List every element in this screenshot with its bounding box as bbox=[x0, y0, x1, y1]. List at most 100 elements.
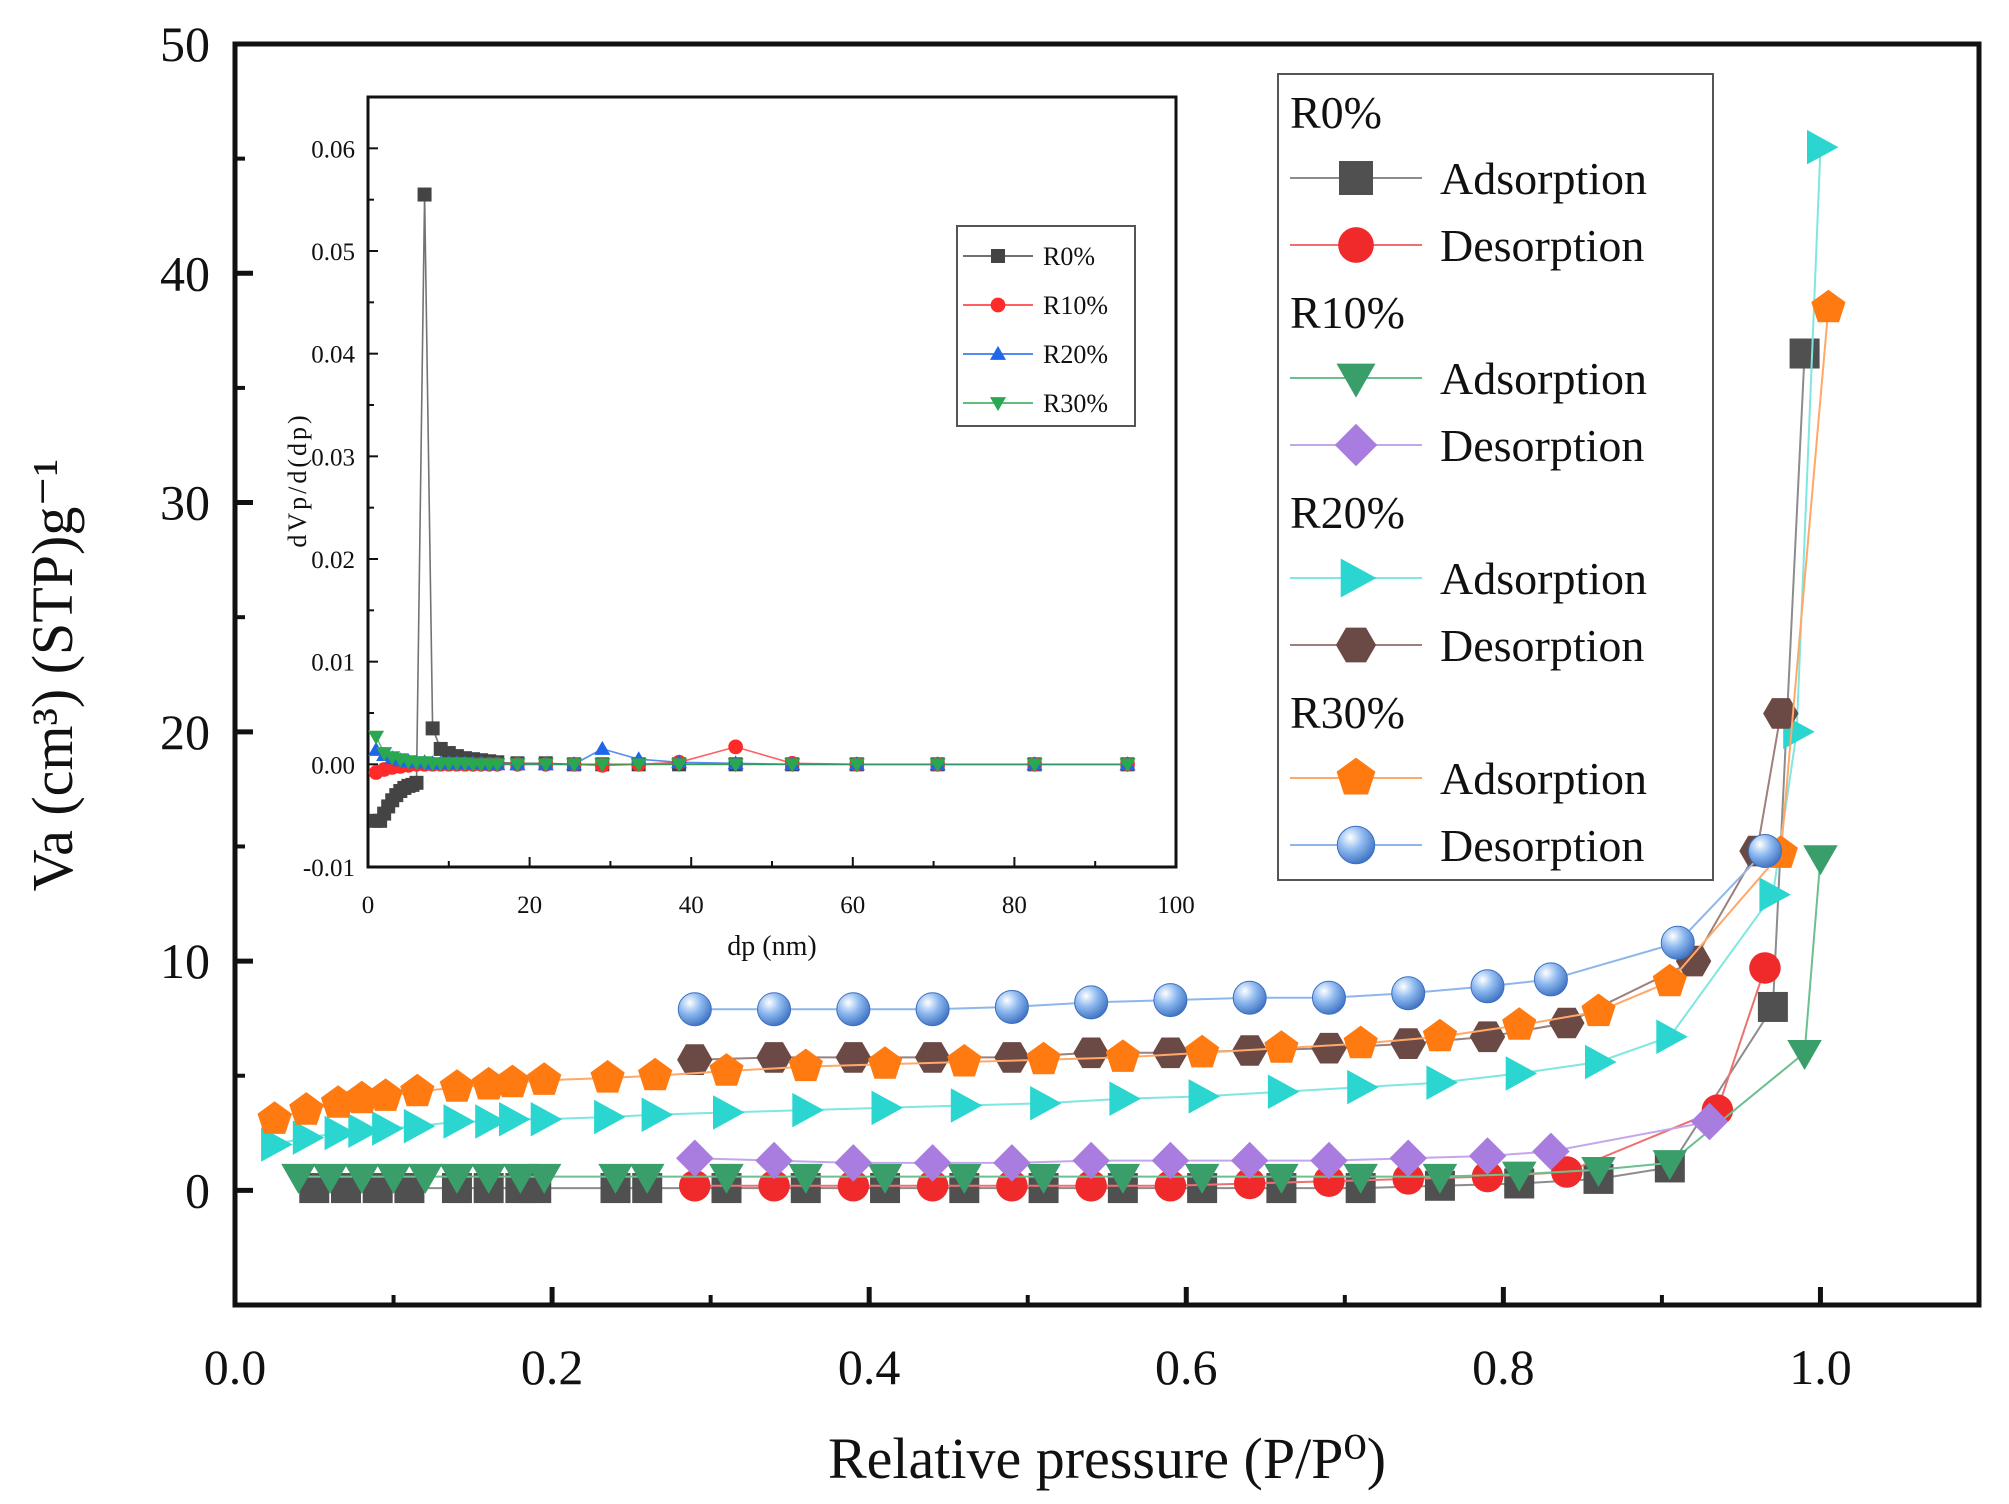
main-plot-frame bbox=[232, 41, 1982, 1308]
data-point bbox=[788, 1163, 823, 1194]
data-point bbox=[915, 992, 950, 1027]
data-point bbox=[598, 1163, 633, 1194]
data-point bbox=[929, 758, 946, 773]
data-point bbox=[848, 758, 865, 773]
main-x-tick-label: 0.0 bbox=[204, 1339, 267, 1395]
data-point bbox=[1787, 1040, 1822, 1070]
data-point bbox=[425, 721, 440, 736]
data-point bbox=[913, 1144, 952, 1182]
data-point bbox=[289, 1092, 324, 1125]
data-point bbox=[417, 187, 432, 202]
legend-marker bbox=[1338, 227, 1374, 263]
inset-x-axis-title: dp (nm) bbox=[727, 931, 816, 962]
data-point bbox=[950, 1088, 983, 1123]
data-point bbox=[1652, 963, 1687, 997]
data-point bbox=[1185, 1034, 1220, 1068]
data-point bbox=[1470, 969, 1505, 1004]
data-point bbox=[1502, 1161, 1537, 1192]
data-point bbox=[1072, 1141, 1110, 1180]
data-point bbox=[344, 1163, 380, 1194]
inset-legend-label: R20% bbox=[1043, 340, 1108, 369]
legend-label: Desorption bbox=[1440, 420, 1644, 471]
main-x-tick-label: 1.0 bbox=[1789, 1339, 1852, 1395]
data-point bbox=[281, 1163, 316, 1194]
legend-label: Adsorption bbox=[1440, 153, 1647, 204]
data-point bbox=[835, 1042, 871, 1073]
data-point bbox=[409, 775, 424, 790]
inset-series-r30 bbox=[368, 730, 1136, 773]
data-point bbox=[1311, 1032, 1347, 1064]
inset-x-tick-label: 80 bbox=[1002, 892, 1027, 919]
inset-legend-marker bbox=[990, 297, 1006, 313]
data-point bbox=[1811, 289, 1846, 323]
data-point bbox=[1757, 991, 1788, 1022]
data-point bbox=[792, 1092, 824, 1128]
data-point bbox=[871, 1090, 903, 1126]
data-point bbox=[1073, 1037, 1109, 1069]
data-point bbox=[471, 1163, 506, 1194]
series-r20-adsorption bbox=[261, 129, 1839, 1162]
data-point bbox=[1502, 1007, 1537, 1040]
main-x-tick-label: 0.4 bbox=[838, 1339, 901, 1395]
data-point bbox=[1807, 129, 1839, 165]
data-point bbox=[471, 1066, 506, 1100]
data-point bbox=[1390, 1028, 1426, 1059]
data-point bbox=[489, 758, 506, 773]
data-point bbox=[641, 1097, 674, 1132]
data-point bbox=[1151, 1141, 1190, 1180]
data-point bbox=[348, 1113, 380, 1148]
data-point bbox=[679, 1170, 711, 1202]
legend-label: Adsorption bbox=[1440, 353, 1647, 404]
data-point bbox=[1153, 983, 1188, 1018]
main-y-tick-label: 20 bbox=[160, 704, 210, 760]
data-point bbox=[755, 1141, 793, 1180]
data-point bbox=[834, 1144, 873, 1182]
inset-x-tick-label: 0 bbox=[362, 892, 375, 919]
data-point bbox=[994, 989, 1029, 1024]
inset-plot-frame bbox=[366, 95, 1178, 869]
inset-legend: R0% R10% R20% R30% bbox=[963, 242, 1108, 418]
legend-marker bbox=[1339, 161, 1373, 195]
data-point bbox=[1789, 338, 1820, 369]
inset-y-tick-label: 0.03 bbox=[311, 444, 355, 471]
data-point bbox=[677, 1044, 713, 1075]
data-point bbox=[1347, 1069, 1379, 1105]
data-point bbox=[1468, 1137, 1507, 1175]
inset-series-layer bbox=[368, 187, 1136, 828]
data-point bbox=[1581, 993, 1616, 1027]
inset-legend-marker bbox=[990, 345, 1006, 360]
legend-marker bbox=[1336, 363, 1376, 398]
data-point bbox=[439, 1069, 475, 1102]
data-point bbox=[509, 758, 526, 773]
main-axes: 0.0 0.2 0.4 0.6 0.8 1.0 0 10 20 30 40 50 bbox=[160, 16, 1981, 1395]
inset-x-tick-label: 20 bbox=[517, 892, 542, 919]
inset-y-tick-label: 0.06 bbox=[311, 136, 355, 163]
inset-axes: 0 20 40 60 80 100 -0.01 0.00 0.01 0.02 0.03 0.04 0.0… bbox=[303, 136, 1195, 919]
data-point bbox=[1533, 962, 1568, 997]
legend-label: Adsorption bbox=[1440, 553, 1647, 604]
data-point bbox=[1532, 1132, 1570, 1171]
data-point bbox=[257, 1101, 292, 1134]
data-point bbox=[1803, 845, 1838, 876]
inset-x-tick-label: 100 bbox=[1157, 892, 1195, 919]
data-point bbox=[499, 1102, 531, 1137]
data-point bbox=[709, 1163, 744, 1194]
data-point bbox=[1392, 1163, 1424, 1195]
data-point bbox=[1105, 1039, 1140, 1072]
data-point bbox=[993, 1144, 1031, 1182]
data-point bbox=[1391, 976, 1426, 1011]
data-point bbox=[566, 758, 583, 773]
series-r0-desorption bbox=[679, 952, 1781, 1202]
data-point bbox=[594, 758, 611, 773]
main-x-tick-label: 0.2 bbox=[521, 1339, 584, 1395]
data-point bbox=[756, 1042, 792, 1073]
main-y-tick-label: 50 bbox=[160, 16, 210, 72]
data-point bbox=[1343, 1163, 1378, 1194]
data-point bbox=[630, 1163, 665, 1194]
legend-group-title: R30% bbox=[1290, 687, 1405, 738]
data-point bbox=[1026, 1041, 1061, 1075]
data-point bbox=[1426, 1065, 1458, 1100]
inset-y-tick-label: 0.01 bbox=[311, 650, 355, 677]
